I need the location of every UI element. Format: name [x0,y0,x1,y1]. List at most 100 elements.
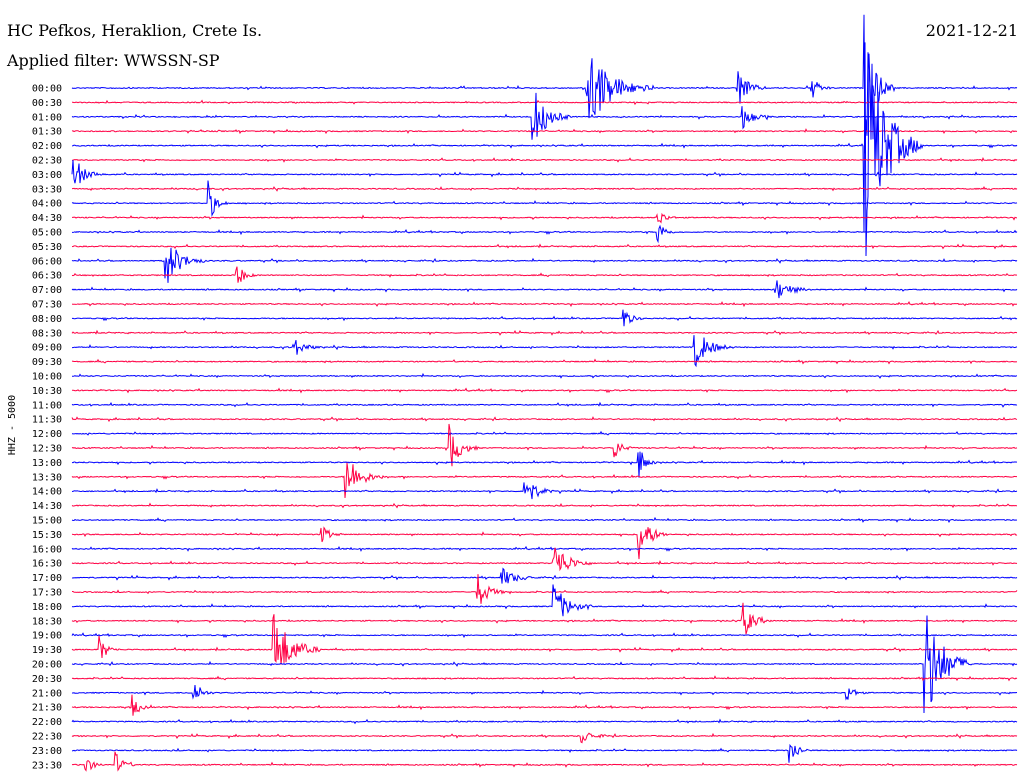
time-tick-label: 11:00 [32,400,62,411]
trace-line-0000 [71,14,1018,154]
time-tick-label: 18:30 [32,616,62,627]
trace-line-2200 [71,718,1018,725]
trace-line-1030 [71,387,1018,394]
time-tick-label: 02:00 [32,141,62,152]
time-tick-label: 15:00 [32,516,62,527]
time-tick-label: 16:30 [32,559,62,570]
station-title: HC Pefkos, Heraklion, Crete Is. [7,21,263,40]
time-tick-label: 23:30 [32,760,62,771]
time-tick-label: 11:30 [32,415,62,426]
trace-line-1700 [71,567,1018,584]
trace-line-0400 [71,180,1018,217]
trace-line-1530 [71,526,1018,560]
trace-line-2330 [71,751,1018,772]
trace-line-0230 [72,156,1018,163]
trace-line-1800 [71,584,1018,617]
time-tick-label: 21:00 [32,688,62,699]
time-tick-label: 22:30 [32,732,62,743]
trace-line-0030 [71,99,1018,106]
time-tick-label: 13:00 [32,458,62,469]
time-tick-label: 06:00 [32,256,62,267]
time-tick-label: 20:30 [32,674,62,685]
trace-line-1300 [71,451,1018,478]
trace-line-1330 [71,462,1017,499]
trace-line-1830 [71,602,1018,635]
trace-line-1600 [71,545,1018,552]
time-tick-label: 05:00 [32,228,62,239]
time-tick-label: 15:30 [32,530,62,541]
trace-line-0330 [72,186,1018,192]
time-tick-label: 09:30 [32,357,62,368]
trace-line-0830 [71,329,1018,336]
time-tick-labels: 00:00 00:30 01:00 01:30 02:00 02:30 03:00 03:30… [32,84,62,772]
time-tick-label: 09:00 [32,343,62,354]
trace-line-0500 [72,224,1018,244]
trace-line-0800 [71,309,1018,327]
trace-line-0130 [71,128,1018,135]
time-tick-label: 08:30 [32,328,62,339]
trace-line-1200 [71,430,1018,437]
time-tick-label: 13:30 [32,472,62,483]
trace-line-1130 [71,416,1018,423]
time-tick-label: 00:00 [32,84,62,95]
trace-line-1430 [71,502,1018,509]
trace-line-2130 [71,694,1018,716]
time-tick-label: 16:00 [32,544,62,555]
trace-line-1230 [71,423,1018,467]
trace-line-0900 [72,335,1018,368]
trace-line-1000 [72,372,1017,379]
trace-group [71,14,1018,772]
time-tick-label: 01:00 [32,112,62,123]
trace-line-0530 [71,243,1018,250]
trace-line-0300 [71,159,1018,184]
time-tick-label: 04:00 [32,199,62,210]
time-tick-label: 18:00 [32,602,62,613]
time-tick-label: 05:30 [32,242,62,253]
time-tick-label: 14:00 [32,487,62,498]
time-tick-label: 12:00 [32,429,62,440]
time-tick-label: 03:30 [32,184,62,195]
trace-line-0930 [71,358,1018,365]
trace-line-1900 [71,632,1018,639]
trace-line-1500 [71,516,1018,523]
trace-line-1630 [71,547,1018,572]
trace-line-0200 [71,42,1018,257]
time-tick-label: 07:30 [32,300,62,311]
time-tick-label: 10:00 [32,372,62,383]
trace-line-2100 [71,685,1018,701]
trace-line-0430 [72,212,1018,224]
trace-line-1400 [71,482,1018,500]
time-tick-label: 03:00 [32,170,62,181]
time-tick-label: 02:30 [32,156,62,167]
trace-line-1100 [71,401,1018,408]
time-tick-label: 07:00 [32,285,62,296]
time-tick-label: 10:30 [32,386,62,397]
trace-line-2230 [71,732,1018,744]
time-tick-label: 12:30 [32,444,62,455]
trace-line-0730 [71,301,1018,308]
time-tick-label: 17:30 [32,588,62,599]
time-tick-label: 04:30 [32,213,62,224]
time-tick-label: 08:00 [32,314,62,325]
trace-line-1930 [71,614,1018,665]
trace-line-0700 [71,280,1018,299]
trace-line-0630 [71,266,1018,283]
time-tick-label: 00:30 [32,98,62,109]
trace-line-0100 [71,92,1018,140]
time-tick-label: 21:30 [32,703,62,714]
time-tick-label: 19:30 [32,645,62,656]
trace-line-2030 [71,675,1018,682]
y-axis-label: HHZ - 5000 [7,395,18,455]
time-tick-label: 22:00 [32,717,62,728]
time-tick-label: 17:00 [32,573,62,584]
time-tick-label: 01:30 [32,127,62,138]
time-tick-label: 19:00 [32,631,62,642]
trace-line-1730 [72,574,1018,604]
time-tick-label: 23:00 [32,746,62,757]
trace-line-2000 [71,615,1018,714]
time-tick-label: 20:00 [32,660,62,671]
time-tick-label: 14:30 [32,501,62,512]
filter-label: Applied filter: WWSSN-SP [7,51,220,70]
record-date: 2021-12-21 [925,21,1018,40]
